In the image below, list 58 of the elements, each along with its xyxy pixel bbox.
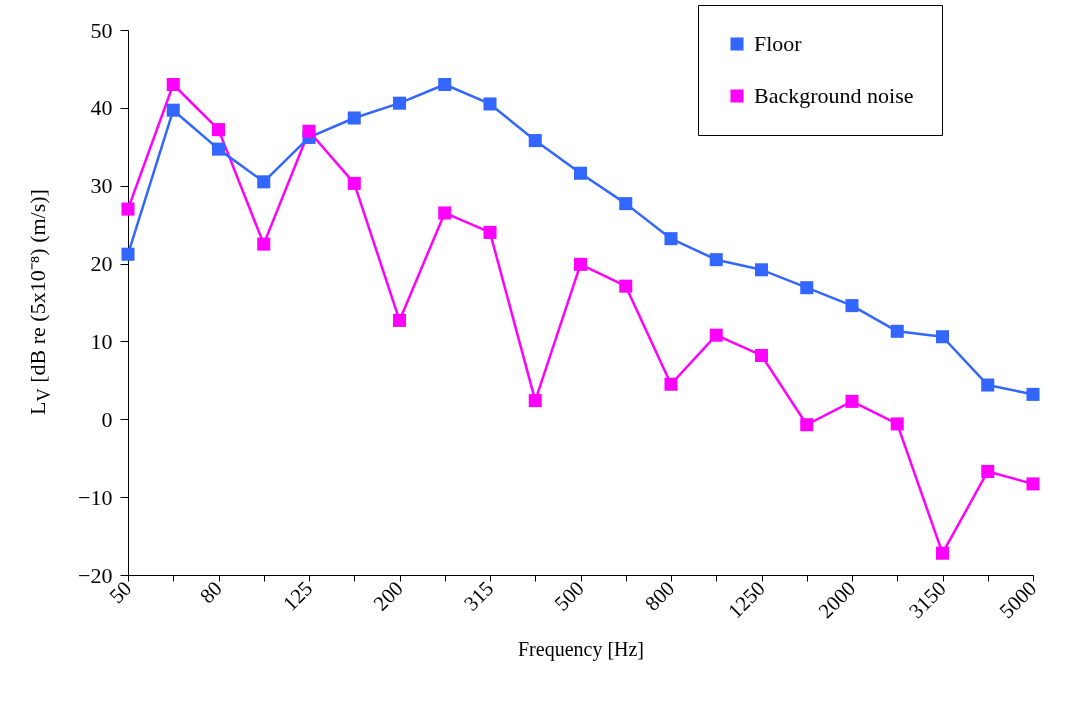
- point: [347, 111, 361, 125]
- point: [845, 394, 859, 408]
- y-tick-label: −10: [78, 484, 113, 510]
- point: [845, 299, 859, 313]
- y-tick-label: 10: [90, 328, 113, 354]
- point: [121, 202, 135, 216]
- point: [257, 175, 271, 189]
- x-tick-label: 800: [640, 576, 680, 616]
- x-tick-label: 315: [459, 576, 499, 616]
- point: [211, 142, 226, 156]
- point: [1026, 477, 1040, 491]
- x-axis-title: Frequency [Hz]: [517, 638, 645, 662]
- point: [392, 313, 407, 327]
- point: [754, 348, 769, 362]
- y-tick-label: 50: [90, 17, 113, 43]
- point: [211, 123, 226, 137]
- x-tick-label: 500: [549, 576, 589, 616]
- point: [302, 124, 316, 138]
- point: [573, 257, 588, 271]
- x-tick-label: 125: [278, 576, 318, 616]
- x-tick-label: 200: [368, 576, 408, 616]
- legend-label: Floor: [754, 31, 803, 56]
- y-tick-label: 20: [90, 251, 113, 277]
- point: [709, 328, 723, 342]
- point: [981, 378, 995, 392]
- y-tick-label: −20: [78, 562, 113, 588]
- point: [573, 166, 588, 180]
- point: [392, 96, 407, 110]
- point: [981, 464, 995, 478]
- point: [800, 418, 814, 432]
- point: [935, 546, 950, 560]
- point: [483, 97, 497, 111]
- point: [709, 253, 723, 267]
- point: [483, 225, 497, 239]
- point: [800, 281, 814, 295]
- point: [166, 103, 180, 117]
- point: [619, 197, 633, 211]
- y-tick-label: 0: [101, 406, 113, 432]
- point: [528, 394, 542, 408]
- y-tick-label: 30: [90, 173, 113, 199]
- legend-label: Background noise: [754, 83, 914, 108]
- point: [347, 176, 361, 190]
- y-tick-label: 40: [90, 95, 113, 121]
- point: [664, 377, 678, 391]
- point: [890, 324, 904, 338]
- point: [754, 263, 769, 277]
- point: [619, 279, 633, 293]
- x-tick-label: 80: [194, 576, 227, 609]
- point: [528, 134, 542, 148]
- point: [257, 237, 271, 251]
- point: [121, 247, 135, 261]
- point: [438, 206, 452, 220]
- point: [935, 330, 950, 344]
- point: [1026, 387, 1040, 401]
- point: [664, 232, 678, 246]
- point: [890, 417, 904, 431]
- point: [166, 77, 180, 92]
- point: [438, 77, 452, 92]
